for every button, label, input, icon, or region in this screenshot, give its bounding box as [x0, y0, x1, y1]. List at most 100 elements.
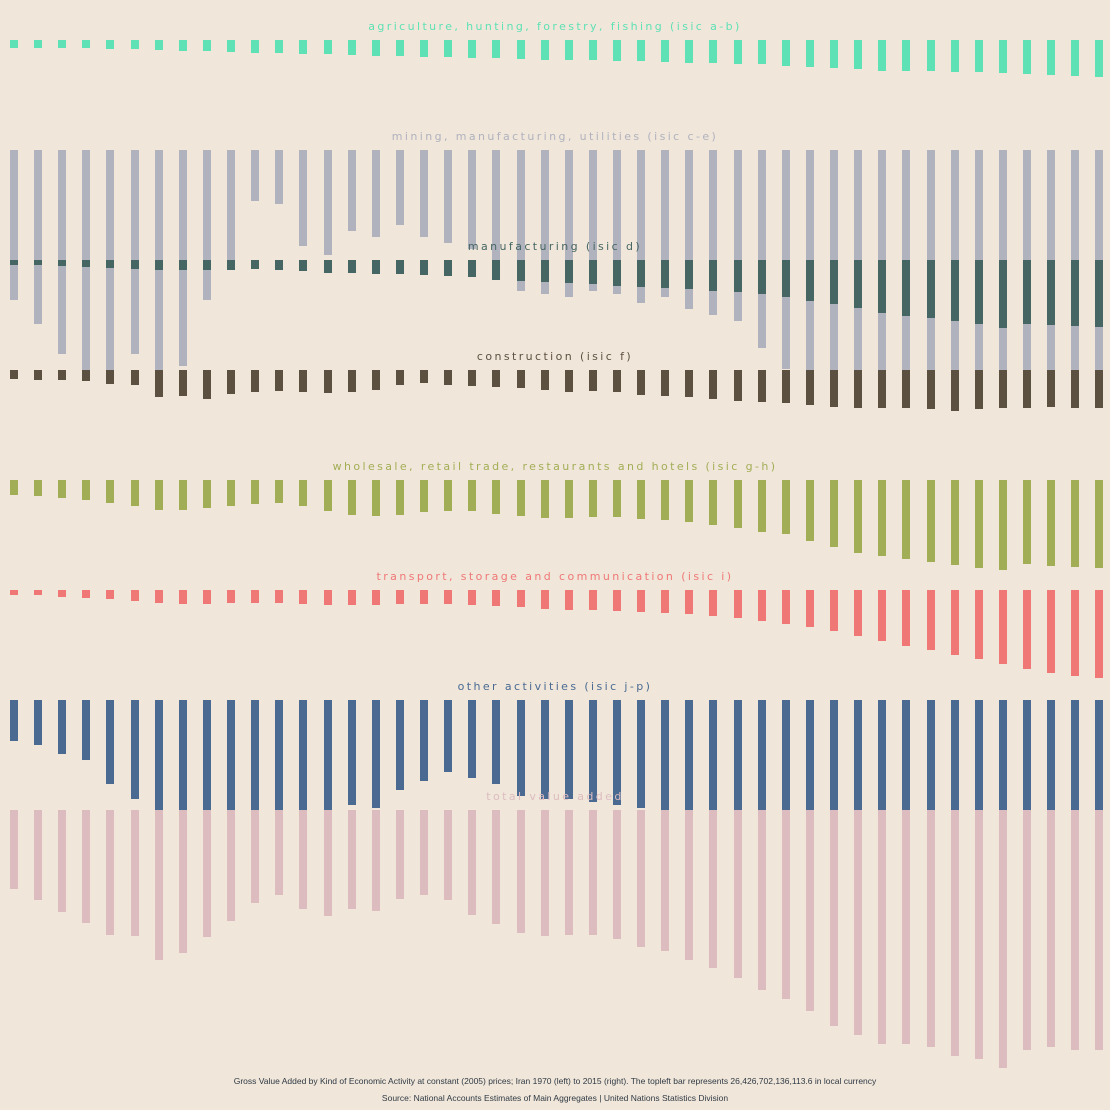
bar: [420, 40, 429, 57]
bar: [805, 370, 814, 406]
bar: [299, 260, 308, 272]
bar: [1095, 370, 1104, 409]
bar: [685, 370, 694, 397]
bar: [395, 480, 404, 515]
bar: [202, 590, 211, 604]
bar: [299, 480, 308, 506]
bar: [974, 480, 983, 568]
bar: [926, 40, 935, 71]
bar: [854, 370, 863, 409]
bar: [444, 40, 453, 58]
bar: [1071, 260, 1080, 326]
bar: [854, 260, 863, 308]
bar: [371, 480, 380, 516]
bar: [709, 810, 718, 968]
bar: [130, 370, 139, 385]
bar: [251, 810, 260, 903]
bar: [323, 40, 332, 55]
bar: [275, 40, 284, 54]
bar: [613, 700, 621, 805]
bar: [878, 700, 887, 892]
bar: [154, 260, 163, 270]
bar: [733, 810, 742, 978]
bar: [661, 700, 670, 814]
bar: [661, 150, 670, 297]
bar: [588, 590, 597, 611]
bar: [1047, 370, 1056, 407]
bar: [323, 700, 332, 811]
bar: [154, 40, 163, 50]
bar: [251, 590, 260, 603]
bar: [395, 150, 404, 225]
bar: [420, 810, 429, 895]
bar: [1071, 480, 1080, 567]
bar: [106, 590, 115, 600]
bar: [564, 810, 573, 935]
bar: [613, 810, 621, 939]
bar: [130, 810, 139, 937]
bar: [950, 590, 959, 655]
bar: [10, 260, 18, 265]
bar: [926, 260, 935, 319]
bar: [154, 370, 163, 397]
bar: [154, 480, 163, 510]
bar: [275, 150, 284, 204]
bar: [733, 700, 742, 820]
bar: [709, 590, 718, 617]
bar: [1023, 370, 1032, 408]
bar: [1023, 40, 1032, 74]
bar: [347, 40, 356, 55]
bar: [564, 590, 573, 610]
bar: [757, 590, 766, 621]
bar: [998, 590, 1007, 664]
bar: [805, 260, 814, 301]
panel-title: WHOLESALE, RETAIL TRADE, RESTAURANTS AND…: [332, 460, 778, 473]
bar: [178, 810, 187, 954]
bar: [854, 700, 863, 859]
bar: [395, 260, 404, 275]
bar: [878, 810, 887, 1044]
bar: [950, 810, 959, 1056]
bar: [998, 370, 1007, 409]
bar: [299, 370, 308, 392]
bar: [202, 700, 211, 829]
bar: [444, 150, 453, 243]
bar: [323, 370, 332, 394]
bar: [709, 150, 718, 315]
bar: [950, 370, 959, 411]
bar: [950, 260, 959, 322]
bar: [444, 700, 453, 772]
bar: [178, 150, 187, 366]
bar: [227, 810, 236, 922]
bar: [202, 260, 211, 270]
panel-title: MANUFACTURING (ISIC D): [467, 240, 643, 253]
bar: [540, 590, 549, 609]
bar: [275, 370, 284, 391]
bar: [492, 260, 501, 280]
bar: [781, 700, 790, 838]
bar: [781, 480, 790, 534]
bar: [516, 700, 525, 796]
bar: [323, 590, 332, 605]
bar: [202, 370, 211, 399]
bar: [878, 480, 887, 556]
bar: [202, 810, 211, 937]
bar: [251, 260, 260, 270]
bar: [10, 480, 18, 495]
bar: [492, 810, 501, 924]
bar: [347, 370, 356, 392]
bar: [347, 480, 356, 515]
bar: [492, 40, 501, 59]
bar: [757, 810, 766, 990]
bar: [130, 590, 139, 601]
bar: [757, 370, 766, 402]
bar: [251, 480, 260, 504]
bar: [830, 700, 839, 850]
bar: [130, 260, 139, 269]
bar: [106, 700, 115, 784]
bar: [468, 150, 477, 249]
bar: [685, 480, 694, 523]
bar: [1071, 810, 1080, 1050]
bar: [82, 480, 91, 500]
bar: [540, 480, 549, 518]
